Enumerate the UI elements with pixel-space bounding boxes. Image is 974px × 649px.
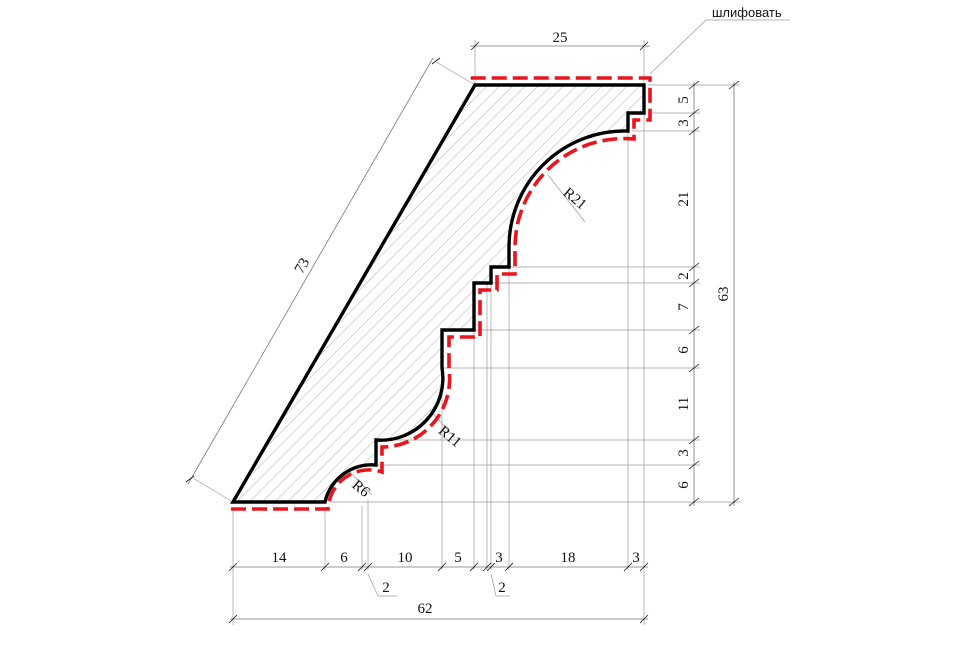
dim-bottom-3: 10 (398, 550, 413, 566)
sanding-line (231, 76, 652, 511)
dim-right-2: 3 (676, 119, 692, 127)
extension-lines (192, 19, 790, 625)
dim-right-total: 63 (716, 287, 732, 302)
dim-bottom-5: 3 (495, 550, 503, 566)
radius-label-r6: R6 (349, 477, 373, 501)
dim-right-chain: 5 3 21 2 7 6 11 3 6 (676, 96, 692, 489)
dim-right-6: 6 (676, 346, 692, 354)
dim-bottom-2: 6 (340, 550, 348, 566)
dim-right-1: 5 (676, 96, 692, 104)
dim-top-width: 25 (553, 30, 568, 46)
radius-label-r11: R11 (435, 423, 464, 451)
profile-outline (230, 83, 646, 504)
sanding-note: шлифовать (712, 5, 782, 20)
dim-bottom-4: 5 (454, 550, 462, 566)
dim-diagonal: 73 (292, 256, 313, 277)
dim-right-5: 7 (676, 303, 692, 311)
dim-bottom-small-b: 2 (498, 580, 506, 596)
dim-right-8: 3 (676, 449, 692, 457)
dim-bottom-chain: 14 6 10 5 3 18 3 (272, 550, 640, 566)
profile-hatching (233, 85, 644, 502)
dim-right-7: 11 (676, 397, 692, 411)
dim-right-4: 2 (676, 272, 692, 280)
dim-right-9: 6 (676, 481, 692, 489)
dim-bottom-1: 14 (272, 550, 288, 566)
dim-bottom-total: 62 (418, 601, 433, 617)
dim-right-3: 21 (676, 192, 692, 207)
dim-bottom-small-a: 2 (382, 580, 390, 596)
radius-label-r21: R21 (560, 185, 589, 213)
dim-bottom-7: 3 (632, 550, 640, 566)
dimension-lines (185, 41, 740, 624)
dim-bottom-6: 18 (561, 550, 576, 566)
